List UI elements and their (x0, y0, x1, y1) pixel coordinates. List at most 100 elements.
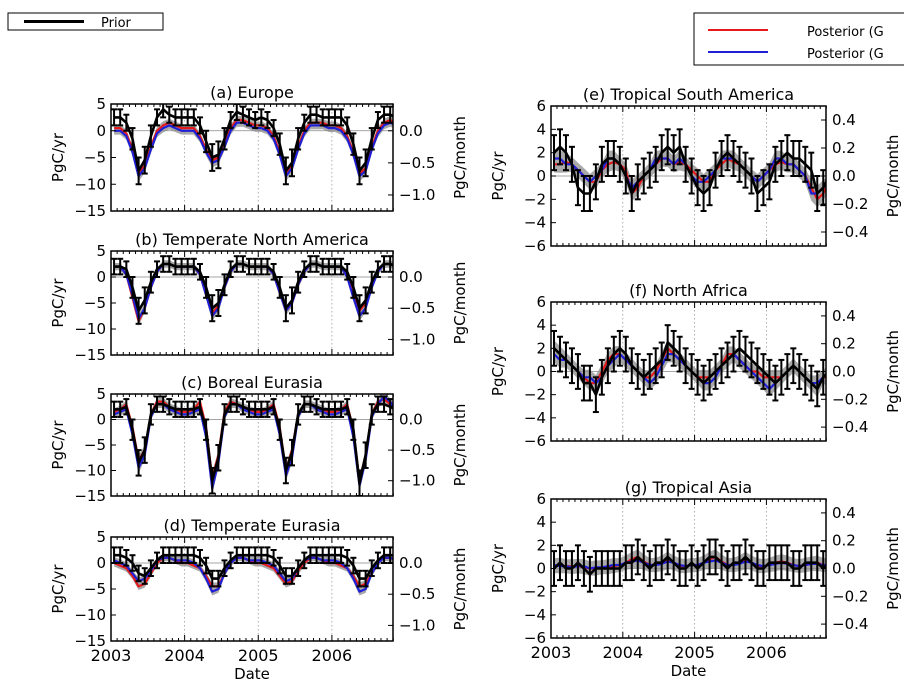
right-y-axis-label: PgC/month (451, 404, 469, 487)
panel-title: (a) Europe (210, 83, 294, 102)
ytick-label: −2 (524, 583, 546, 601)
right-ytick-label: −0.2 (832, 390, 868, 408)
ytick-label: −5 (84, 436, 106, 454)
right-y-axis-label: PgC/month (884, 330, 902, 413)
xtick-label: 2004 (164, 646, 205, 665)
legend-prior: Prior (7, 12, 164, 31)
legend-posterior-b-label: Posterior (G (807, 47, 884, 62)
panel-5: 6 4 2 0 −2 −4 −6 0.4 0.2 0.0 −0.2 −0.4 (f) North Afr… (489, 281, 902, 450)
xtick-label: 2006 (746, 643, 787, 662)
right-ytick-label: 0.0 (832, 363, 856, 381)
uncertainty-band (114, 115, 393, 182)
y-axis-label: PgC/yr (49, 420, 67, 470)
right-ytick-label: −0.4 (832, 615, 868, 633)
ytick-label: −15 (74, 346, 106, 364)
axes-frame (110, 536, 394, 642)
ytick-label: 0 (96, 554, 106, 572)
y-axis-label: PgC/yr (49, 564, 67, 614)
ytick-label: 6 (536, 490, 546, 508)
ytick-label: 5 (96, 385, 106, 403)
right-y-axis-label: PgC/month (884, 135, 902, 218)
plot-area-6 (551, 499, 826, 638)
right-ytick-label: 0.0 (399, 554, 423, 572)
ytick-label: 4 (536, 120, 546, 138)
y-axis-label: PgC/yr (489, 346, 507, 396)
ytick-label: 0 (536, 167, 546, 185)
ytick-label: 0 (96, 411, 106, 429)
ytick-label: 5 (96, 528, 106, 546)
ytick-label: −6 (524, 237, 546, 255)
plot-area-2 (111, 394, 393, 496)
plot-area-4 (551, 106, 826, 246)
right-ytick-label: 0.4 (832, 111, 856, 129)
ytick-label: 6 (536, 293, 546, 311)
axes-frame (110, 103, 394, 212)
legend-posterior: Posterior (G Posterior (G (693, 12, 904, 66)
xtick-label: 2006 (312, 646, 353, 665)
xtick-label: 2004 (602, 643, 643, 662)
right-ytick-label: 0.0 (399, 122, 423, 140)
ytick-label: 0 (96, 268, 106, 286)
panel-6: 6 4 2 0 −2 −4 −6 0.4 0.2 0.0 −0.2 −0.4 2003 2004 2005 2… (489, 478, 902, 680)
xtick-label: 2003 (91, 646, 132, 665)
ytick-label: −10 (74, 606, 106, 624)
plot-area-0 (111, 104, 393, 211)
plot-area-5 (551, 302, 826, 441)
ytick-label: −5 (84, 580, 106, 598)
ytick-label: −15 (74, 487, 106, 505)
x-axis-label: Date (671, 662, 707, 680)
right-ytick-label: 0.0 (399, 268, 423, 286)
y-axis-label: PgC/yr (489, 151, 507, 201)
x-axis-label: Date (234, 665, 270, 682)
right-ytick-label: −0.5 (399, 299, 435, 317)
ytick-label: −10 (74, 462, 106, 480)
right-y-axis-label: PgC/month (451, 262, 469, 345)
right-ytick-label: −0.5 (399, 154, 435, 172)
xtick-label: 2005 (674, 643, 715, 662)
right-y-axis-label: PgC/month (451, 548, 469, 631)
right-ytick-label: −0.2 (832, 195, 868, 213)
ytick-label: 2 (536, 339, 546, 357)
ytick-label: −15 (74, 632, 106, 650)
right-ytick-label: −1.0 (399, 616, 435, 634)
ytick-label: 6 (536, 97, 546, 115)
panels: 5 0 −5 −10 −15 0.0 −0.5 −1.0 (a) Europe PgC/yr PgC… (49, 83, 902, 682)
right-y-axis-label: PgC/month (451, 116, 469, 199)
xtick-label: 2005 (238, 646, 279, 665)
ytick-label: −2 (524, 190, 546, 208)
panel-title: (g) Tropical Asia (625, 478, 752, 497)
right-ytick-label: 0.4 (832, 504, 856, 522)
legend-posterior-a-label: Posterior (G (807, 25, 884, 40)
panel-2: 5 0 −5 −10 −15 0.0 −0.5 −1.0 (c) Boreal Eurasia P… (49, 373, 469, 505)
right-ytick-label: −0.4 (832, 223, 868, 241)
right-ytick-label: −0.5 (399, 441, 435, 459)
ytick-label: 0 (536, 363, 546, 381)
panel-title: (d) Temperate Eurasia (163, 516, 340, 535)
ytick-label: −4 (524, 214, 546, 232)
legend-prior-frame (7, 12, 164, 31)
right-y-axis-label: PgC/month (884, 527, 902, 610)
panel-1: 5 0 −5 −10 −15 0.0 −0.5 −1.0 (b) Temperate North… (49, 230, 469, 364)
ytick-label: 5 (96, 95, 106, 113)
plot-area-1 (111, 251, 393, 355)
plot-area-3 (111, 537, 393, 641)
right-ytick-label: 0.0 (832, 560, 856, 578)
right-ytick-label: 0.4 (832, 307, 856, 325)
panel-title: (c) Boreal Eurasia (181, 373, 323, 392)
uncertainty-band (554, 150, 826, 208)
ytick-label: 4 (536, 316, 546, 334)
right-ytick-label: −1.0 (399, 472, 435, 490)
right-ytick-label: −1.0 (399, 186, 435, 204)
y-axis-label: PgC/yr (489, 543, 507, 593)
panel-title: (b) Temperate North America (135, 230, 369, 249)
legend-prior-label: Prior (101, 16, 132, 31)
ytick-label: −10 (74, 175, 106, 193)
right-ytick-label: −0.5 (399, 585, 435, 603)
ytick-label: −2 (524, 386, 546, 404)
right-ytick-label: 0.0 (832, 167, 856, 185)
ytick-label: 0 (536, 560, 546, 578)
panel-title: (f) North Africa (629, 281, 748, 300)
right-ytick-label: 0.2 (832, 139, 856, 157)
ytick-label: −4 (524, 409, 546, 427)
